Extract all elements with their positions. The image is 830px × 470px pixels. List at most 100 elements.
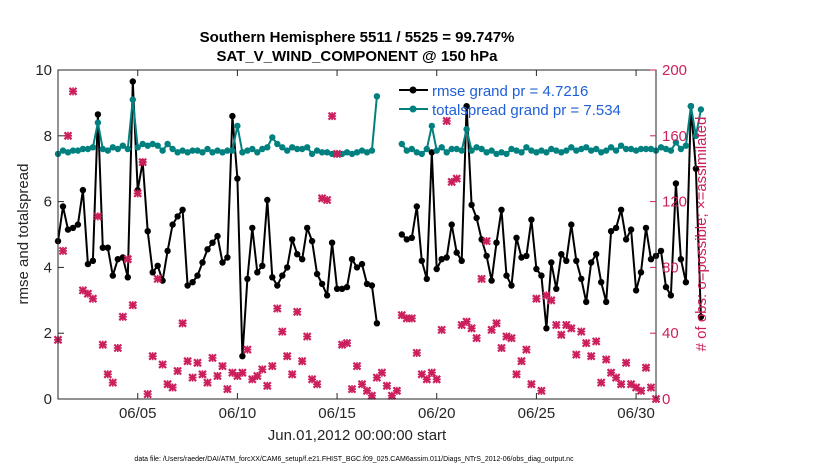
obs-assimilated-marker	[492, 319, 501, 328]
obs-assimilated-marker	[477, 274, 486, 284]
totalspread-point	[558, 149, 565, 156]
rmse-point	[174, 213, 181, 220]
obs-assimilated-marker	[631, 383, 641, 392]
obs-assimilated-marker	[63, 131, 73, 141]
rmse-point	[682, 279, 690, 286]
obs-assimilated-marker	[432, 375, 441, 384]
obs-assimilated-marker	[497, 343, 506, 353]
rmse-point	[373, 320, 381, 327]
rmse-point	[109, 272, 117, 279]
rmse-point	[408, 234, 415, 241]
totalspread-point	[89, 144, 97, 151]
obs-assimilated-marker	[243, 345, 252, 354]
rmse-point	[333, 285, 341, 292]
totalspread-point	[692, 132, 700, 139]
obs-assimilated-marker	[472, 333, 481, 343]
totalspread-point	[403, 147, 410, 154]
obs-assimilated-marker	[148, 351, 157, 361]
rmse-point	[677, 256, 685, 263]
totalspread-point	[313, 147, 321, 154]
rmse-point	[69, 224, 77, 232]
legend-rmse-marker	[409, 86, 417, 94]
obs-assimilated-marker	[377, 368, 387, 377]
rmse-point	[503, 272, 510, 279]
totalspread-point	[508, 145, 515, 153]
rmse-point	[528, 216, 535, 223]
y-tick-label-right: 40	[662, 325, 679, 342]
totalspread-point	[697, 106, 705, 113]
obs-assimilated-marker	[208, 353, 217, 363]
obs-assimilated-marker	[93, 212, 103, 221]
rmse-point	[189, 279, 196, 286]
rmse-point	[94, 111, 102, 118]
totalspread-point	[453, 145, 460, 153]
totalspread-point	[672, 139, 680, 146]
totalspread-point	[468, 147, 475, 154]
totalspread-point	[458, 147, 465, 154]
totalspread-point	[224, 147, 231, 154]
totalspread-point	[368, 147, 376, 154]
totalspread-point	[607, 144, 615, 151]
totalspread-point	[593, 145, 600, 153]
totalspread-point	[259, 145, 266, 153]
rmse-point	[84, 260, 92, 268]
obs-assimilated-marker	[452, 174, 461, 183]
rmse-point	[612, 224, 620, 232]
rmse-point	[234, 175, 241, 182]
obs-assimilated-marker	[278, 327, 287, 336]
obs-assimilated-marker	[322, 195, 332, 205]
totalspread-point	[433, 147, 440, 154]
totalspread-point	[294, 145, 301, 153]
rmse-point	[304, 224, 311, 232]
totalspread-point	[408, 145, 415, 153]
legend-spread-marker	[409, 105, 417, 113]
rmse-point	[498, 206, 505, 213]
obs-assimilated-marker	[527, 379, 536, 389]
chart-title-line2: SAT_V_WIND_COMPONENT @ 150 hPa	[216, 48, 498, 65]
obs-assimilated-marker	[327, 111, 337, 121]
obs-assimilated-marker	[103, 370, 113, 379]
obs-assimilated-marker	[641, 363, 651, 372]
totalspread-point	[129, 96, 136, 103]
totalspread-point	[588, 147, 595, 154]
totalspread-point	[179, 147, 186, 154]
rmse-point	[642, 224, 650, 232]
totalspread-point	[194, 147, 201, 154]
totalspread-point	[438, 144, 445, 151]
totalspread-point	[622, 145, 630, 153]
x-tick-label: 06/20	[418, 405, 456, 422]
totalspread-point	[189, 147, 196, 154]
obs-assimilated-marker	[621, 358, 631, 368]
totalspread-point	[398, 140, 405, 148]
totalspread-point	[687, 103, 695, 110]
totalspread-point	[164, 140, 171, 148]
obs-assimilated-marker	[168, 383, 177, 392]
rmse-point	[224, 254, 231, 261]
obs-assimilated-marker	[636, 386, 646, 396]
totalspread-point	[229, 147, 236, 154]
obs-assimilated-marker	[517, 356, 526, 366]
rmse-point	[204, 246, 211, 253]
rmse-point	[219, 259, 226, 266]
obs-assimilated-marker	[258, 365, 267, 374]
obs-assimilated-marker	[392, 386, 402, 396]
obs-assimilated-marker	[68, 87, 78, 96]
totalspread-point	[583, 144, 590, 151]
rmse-point	[607, 228, 615, 235]
totalspread-point	[642, 145, 650, 153]
obs-assimilated-marker	[58, 246, 68, 256]
totalspread-point	[74, 147, 82, 154]
rmse-point	[259, 262, 266, 269]
rmse-point	[144, 228, 151, 235]
totalspread-point	[209, 149, 216, 156]
rmse-point	[617, 206, 625, 213]
totalspread-point	[343, 149, 351, 156]
rmse-point	[284, 264, 291, 271]
obs-assimilated-marker	[213, 371, 222, 381]
rmse-point	[593, 251, 600, 258]
rmse-point	[543, 325, 550, 332]
rmse-point	[244, 275, 251, 283]
totalspread-point	[568, 144, 575, 151]
obs-assimilated-marker	[193, 358, 202, 368]
